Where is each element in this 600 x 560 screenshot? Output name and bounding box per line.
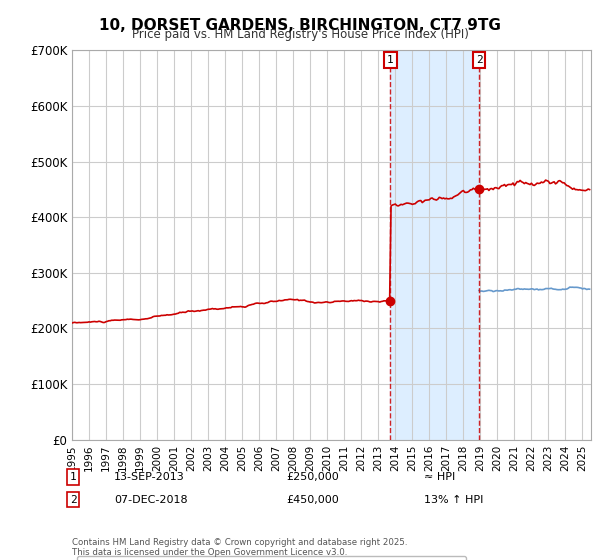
Bar [391, 50, 479, 440]
Text: 2: 2 [476, 55, 482, 65]
Text: 1: 1 [70, 472, 77, 482]
Text: 1: 1 [387, 55, 394, 65]
Text: £250,000: £250,000 [286, 472, 339, 482]
Text: 13% ↑ HPI: 13% ↑ HPI [424, 494, 484, 505]
Text: ≈ HPI: ≈ HPI [424, 472, 455, 482]
Legend: 10, DORSET GARDENS, BIRCHINGTON, CT7 9TG (detached house), HPI: Average price, d: 10, DORSET GARDENS, BIRCHINGTON, CT7 9TG… [77, 556, 466, 560]
Text: 13-SEP-2013: 13-SEP-2013 [114, 472, 185, 482]
Text: 10, DORSET GARDENS, BIRCHINGTON, CT7 9TG: 10, DORSET GARDENS, BIRCHINGTON, CT7 9TG [99, 18, 501, 33]
Text: Contains HM Land Registry data © Crown copyright and database right 2025.
This d: Contains HM Land Registry data © Crown c… [72, 538, 407, 557]
Text: Price paid vs. HM Land Registry's House Price Index (HPI): Price paid vs. HM Land Registry's House … [131, 28, 469, 41]
Text: 2: 2 [70, 494, 77, 505]
Text: £450,000: £450,000 [286, 494, 339, 505]
Text: 07-DEC-2018: 07-DEC-2018 [114, 494, 188, 505]
